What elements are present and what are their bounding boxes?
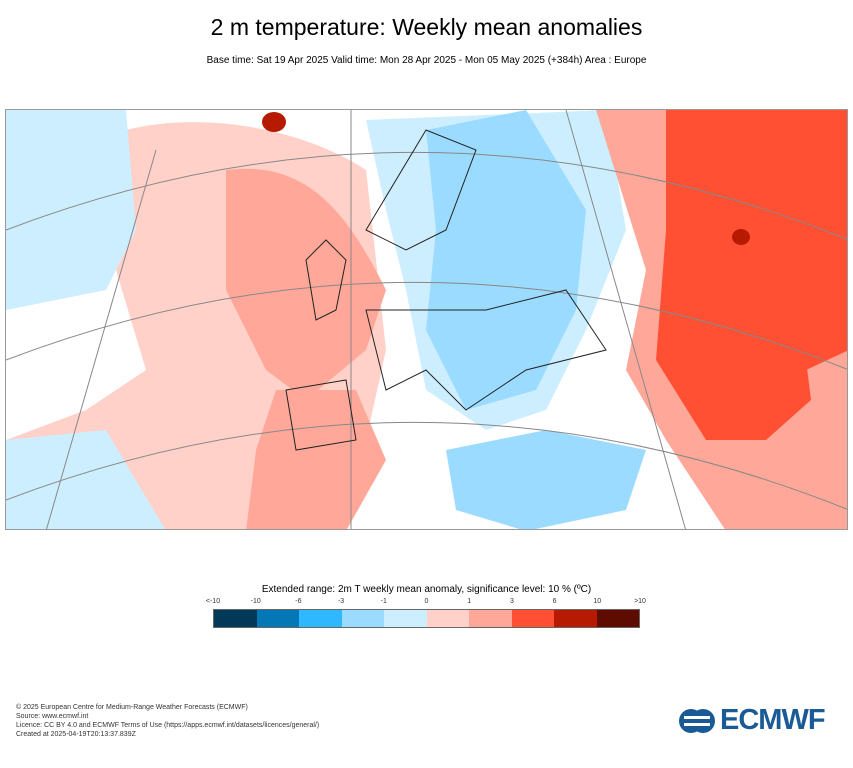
chart-title: 2 m temperature: Weekly mean anomalies — [210, 14, 643, 40]
ecmwf-logo-text: ECMWF — [720, 704, 826, 736]
legend-tick: 6 — [552, 598, 557, 605]
legend-color-swatch — [341, 610, 384, 627]
region-very-hot-greenland — [262, 112, 286, 132]
legend-tick: 10 — [593, 598, 602, 605]
legend-tick: -6 — [295, 598, 302, 605]
copyright-text: © 2025 European Centre for Medium-Range … — [16, 704, 248, 711]
region-hot-russia — [656, 110, 847, 440]
coastline — [365, 129, 477, 251]
region-warm-britain — [226, 168, 386, 400]
legend-color-swatch — [554, 610, 597, 627]
footer: © 2025 European Centre for Medium-Range … — [16, 703, 319, 739]
legend-color-swatch — [384, 610, 427, 627]
legend-color-swatch — [596, 610, 639, 627]
anomaly-map — [5, 109, 848, 530]
legend-tick: 0 — [424, 598, 429, 605]
legend-tick: 3 — [509, 598, 514, 605]
latitude-line — [6, 422, 847, 510]
legend-tick: <-10 — [205, 598, 221, 605]
created-text: Created at 2025-04-19T20:13:37.839Z — [16, 731, 136, 738]
latitude-line — [6, 152, 847, 240]
legend-color-swatch — [426, 610, 469, 627]
coastline — [305, 239, 347, 321]
legend-ticks: <-10 -10 -6 -3 -1 0 1 3 6 10 >10 — [206, 598, 646, 608]
region-cool-northwest — [6, 110, 136, 310]
ecmwf-logo-icon — [679, 708, 715, 733]
coastline — [365, 289, 607, 411]
legend-color-swatch — [511, 610, 554, 627]
region-hot-kazakhstan — [726, 360, 811, 440]
region-cool-atlantic-south — [6, 430, 165, 529]
legend-color-swatch — [256, 610, 299, 627]
licence-text: Licence: CC BY 4.0 and ECMWF Terms of Us… — [16, 722, 320, 729]
legend-tick: 1 — [467, 598, 472, 605]
legend-tick: >10 — [634, 598, 646, 605]
region-cool-mediterranean — [446, 430, 646, 529]
longitude-line — [565, 110, 686, 529]
ecmwf-logo: ECMWF — [678, 704, 826, 737]
legend-tick: -10 — [250, 598, 261, 605]
legend-colorbar — [213, 609, 640, 628]
coastline — [285, 379, 357, 451]
longitude-line — [46, 149, 157, 529]
legend-color-swatch — [469, 610, 512, 627]
source-text: Source: www.ecmwf.int — [16, 713, 89, 720]
legend-color-swatch — [299, 610, 342, 627]
region-cold-central-europe — [426, 110, 586, 410]
region-very-hot-spot — [732, 229, 750, 245]
legend-title: Extended range: 2m T weekly mean anomaly… — [261, 584, 592, 595]
chart-subtitle: Base time: Sat 19 Apr 2025 Valid time: M… — [206, 55, 647, 66]
legend-tick: -1 — [380, 598, 387, 605]
legend-tick: -3 — [337, 598, 345, 605]
legend-color-swatch — [214, 610, 257, 627]
latitude-line — [6, 282, 847, 370]
